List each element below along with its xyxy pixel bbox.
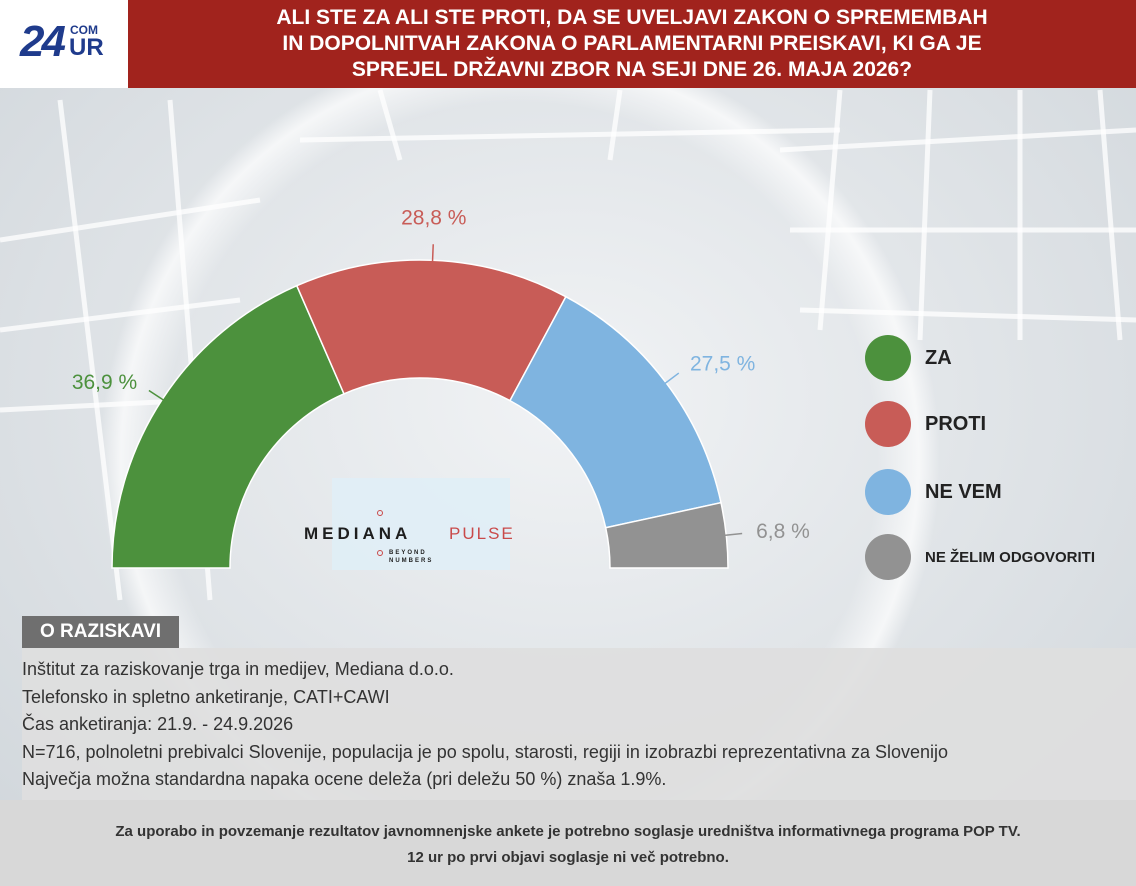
- legend-label: NE VEM: [925, 480, 1002, 503]
- legend-item-ne-vem: NE VEM: [865, 468, 1135, 516]
- title-bar: ALI STE ZA ALI STE PROTI, DA SE UVELJAVI…: [128, 0, 1136, 88]
- about-line: Inštitut za raziskovanje trga in medijev…: [22, 659, 454, 679]
- logo-tagline: BEYOND NUMBERS: [389, 549, 433, 565]
- legend-swatch: [865, 335, 911, 381]
- legend-item-ne-zelim-odgovoriti: NE ŽELIM ODGOVORITI: [865, 533, 1135, 581]
- logo-tagline-line: NUMBERS: [389, 558, 434, 564]
- logo-word: MEDIANA: [304, 524, 412, 543]
- footer-line: Za uporabo in povzemanje rezultatov javn…: [115, 823, 1021, 840]
- about-panel: Inštitut za raziskovanje trga in medijev…: [22, 648, 1136, 800]
- title-line: ALI STE ZA ALI STE PROTI, DA SE UVELJAVI…: [276, 6, 988, 29]
- data-label-ne-zelim-odgovoriti: 6,8 %: [756, 520, 810, 543]
- leader-line-ne-zelim-odgovoriti: [724, 532, 743, 537]
- legend-swatch: [865, 469, 911, 515]
- slice-proti: [295, 259, 567, 402]
- about-line: Telefonsko in spletno anketiranje, CATI+…: [22, 687, 390, 707]
- logo-dot: [377, 550, 383, 556]
- data-label-ne-vem: 27,5 %: [690, 353, 755, 376]
- footer-disclaimer: Za uporabo in povzemanje rezultatov javn…: [0, 800, 1136, 886]
- legend-item-za: ZA: [865, 334, 1135, 382]
- logo-ur: UR: [69, 34, 104, 61]
- logo-dot: [377, 510, 383, 516]
- data-label-za: 36,9 %: [72, 371, 137, 394]
- site-logo[interactable]: 24 COM UR: [0, 0, 128, 88]
- about-line: N=716, polnoletni prebivalci Slovenije, …: [22, 742, 949, 762]
- legend-label: PROTI: [925, 412, 987, 435]
- logo-pulse: PULSE: [449, 524, 515, 543]
- leader-line-proti: [431, 244, 434, 263]
- legend-swatch: [865, 401, 911, 447]
- legend-item-proti: PROTI: [865, 400, 1135, 448]
- leader-line-za: [148, 389, 165, 402]
- logo-tagline-line: BEYOND: [389, 550, 427, 556]
- legend-swatch: [865, 534, 911, 580]
- legend-label: NE ŽELIM ODGOVORITI: [925, 548, 1096, 566]
- about-tab: O RAZISKAVI: [22, 616, 180, 648]
- mediana-pulse-logo: MEDIANA PULSE BEYOND NUMBERS: [304, 478, 513, 570]
- about-line: Največja možna standardna napaka ocene d…: [22, 769, 667, 789]
- title-line: IN DOPOLNITVAH ZAKONA O PARLAMENTARNI PR…: [282, 32, 982, 55]
- page-title: ALI STE ZA ALI STE PROTI, DA SE UVELJAVI…: [256, 5, 1007, 83]
- about-line: Čas anketiranja: 21.9. - 24.9.2026: [22, 714, 294, 734]
- footer-line: 12 ur po prvi objavi soglasje ni več pot…: [407, 849, 729, 866]
- logo-number: 24: [20, 17, 66, 66]
- title-line: SPREJEL DRŽAVNI ZBOR NA SEJI DNE 26. MAJ…: [351, 58, 913, 81]
- slice-za: [111, 284, 345, 569]
- slice-ne-zelim-odgovoriti: [604, 501, 729, 569]
- data-label-proti: 28,8 %: [401, 206, 466, 229]
- logo-com: COM: [70, 23, 98, 37]
- leader-line-ne-vem: [663, 372, 680, 385]
- semicircle-donut-chart: 36,9 % 28,8 % 27,5 % 6,8 %: [72, 206, 810, 569]
- legend-label: ZA: [925, 346, 952, 369]
